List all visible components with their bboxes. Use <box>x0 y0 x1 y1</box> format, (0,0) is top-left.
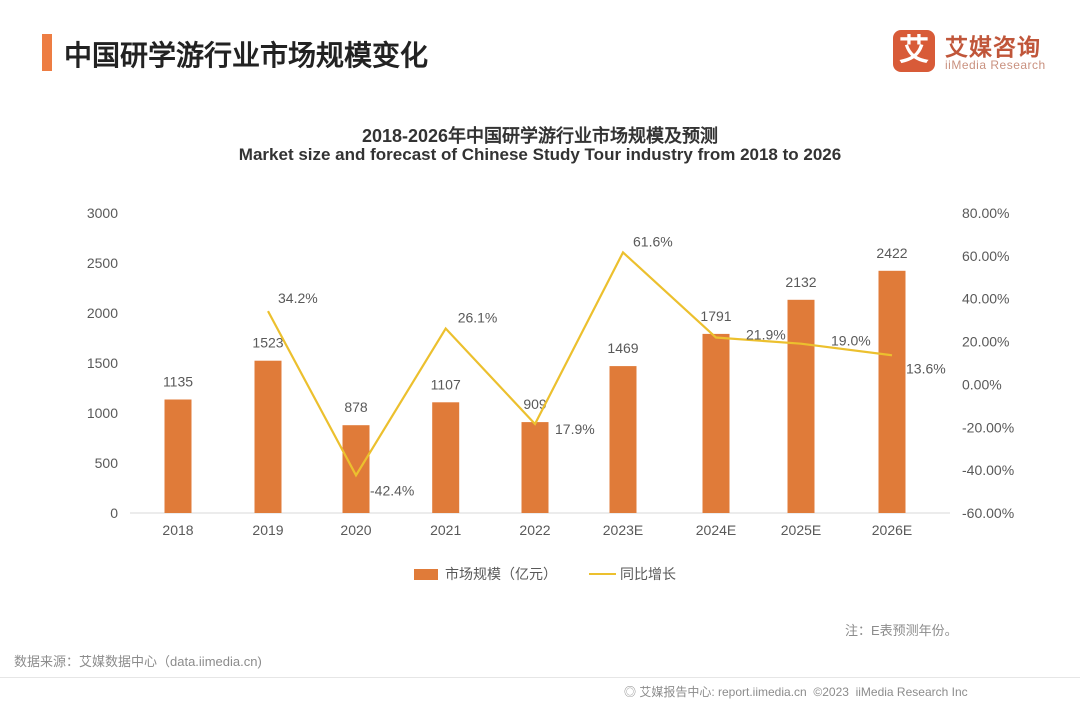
svg-text:2022: 2022 <box>519 522 550 538</box>
svg-text:21.9%: 21.9% <box>746 327 786 343</box>
svg-text:2020: 2020 <box>340 522 371 538</box>
svg-text:60.00%: 60.00% <box>962 248 1009 264</box>
svg-text:61.6%: 61.6% <box>633 233 673 249</box>
svg-text:1500: 1500 <box>87 355 118 371</box>
svg-text:-42.4%: -42.4% <box>370 482 414 498</box>
svg-text:1107: 1107 <box>431 376 461 392</box>
svg-text:1469: 1469 <box>607 340 638 356</box>
svg-text:1791: 1791 <box>700 308 731 324</box>
svg-text:3000: 3000 <box>87 205 118 221</box>
svg-text:2018: 2018 <box>162 522 193 538</box>
svg-text:500: 500 <box>95 455 119 471</box>
svg-text:0.00%: 0.00% <box>962 376 1002 392</box>
svg-text:0: 0 <box>110 505 118 521</box>
svg-text:2500: 2500 <box>87 255 118 271</box>
svg-text:2024E: 2024E <box>696 522 736 538</box>
svg-text:19.0%: 19.0% <box>831 333 871 349</box>
svg-text:40.00%: 40.00% <box>962 291 1009 307</box>
svg-text:20.00%: 20.00% <box>962 334 1009 350</box>
svg-text:2000: 2000 <box>87 305 118 321</box>
svg-text:-20.00%: -20.00% <box>962 419 1014 435</box>
svg-text:13.6%: 13.6% <box>906 360 946 376</box>
svg-text:2132: 2132 <box>785 274 816 290</box>
svg-text:17.9%: 17.9% <box>555 421 595 437</box>
svg-text:2025E: 2025E <box>781 522 821 538</box>
svg-text:2019: 2019 <box>252 522 283 538</box>
svg-text:2023E: 2023E <box>603 522 643 538</box>
svg-text:1000: 1000 <box>87 405 118 421</box>
svg-text:-40.00%: -40.00% <box>962 462 1014 478</box>
svg-text:26.1%: 26.1% <box>458 310 498 326</box>
svg-text:34.2%: 34.2% <box>278 290 318 306</box>
svg-text:-60.00%: -60.00% <box>962 505 1014 521</box>
svg-text:2422: 2422 <box>876 245 907 261</box>
svg-text:2021: 2021 <box>430 522 461 538</box>
svg-text:1135: 1135 <box>163 374 193 390</box>
svg-text:2026E: 2026E <box>872 522 912 538</box>
svg-text:80.00%: 80.00% <box>962 205 1009 221</box>
svg-text:1523: 1523 <box>252 335 283 351</box>
svg-text:878: 878 <box>344 399 368 415</box>
